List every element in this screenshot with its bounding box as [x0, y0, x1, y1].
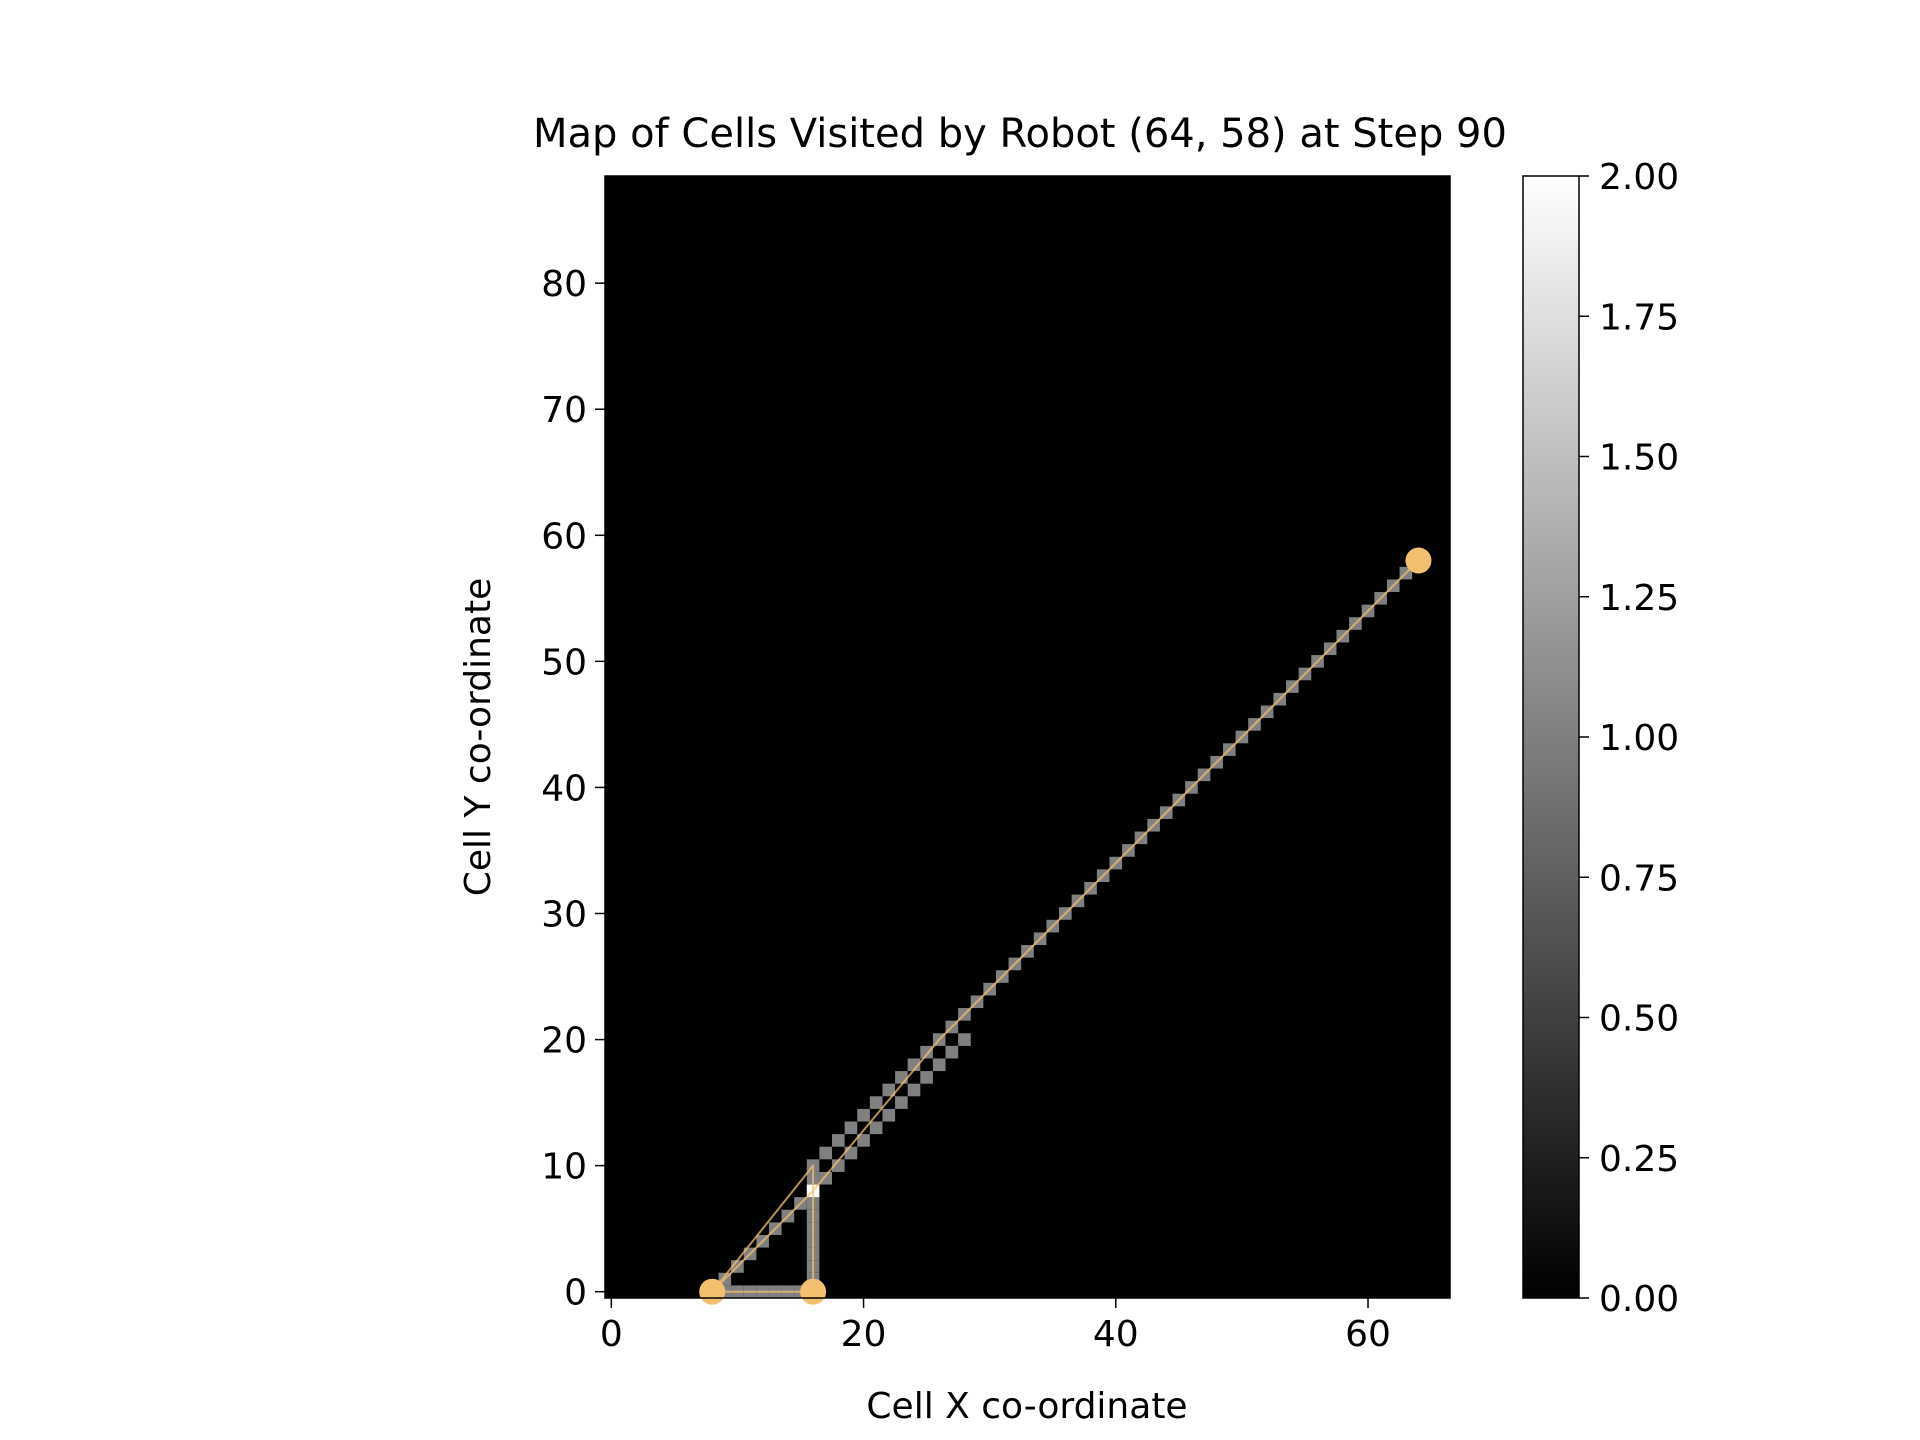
visited-cell [920, 1045, 933, 1059]
visited-cell [945, 1045, 959, 1059]
y-tick-label: 70 [541, 390, 587, 431]
visited-cell [832, 1134, 845, 1147]
y-tick-label: 40 [541, 768, 587, 809]
visited-cell [819, 1146, 833, 1160]
heatmap-background [605, 176, 1450, 1298]
heatmap-plot-area [604, 175, 1451, 1305]
robot-position-marker [800, 1278, 827, 1305]
colorbar-tick-label: 1.50 [1599, 438, 1679, 479]
visited-cell [895, 1096, 908, 1109]
visited-cell [907, 1058, 921, 1072]
robot-position-marker [1405, 547, 1432, 574]
y-tick-label: 80 [541, 264, 587, 305]
colorbar-tick-label: 0.75 [1599, 858, 1679, 899]
visited-cell [844, 1146, 858, 1160]
x-axis-label: Cell X co-ordinate [866, 1386, 1187, 1427]
colorbar-tick-label: 1.75 [1599, 297, 1679, 338]
plot-frame [604, 175, 1451, 1299]
colorbar: 0.00 0.25 0.50 0.75 1.00 1.25 1.50 1.75 2.00 [1522, 157, 1679, 1320]
visited-cell [932, 1058, 946, 1072]
colorbar-tick-label: 0.50 [1599, 999, 1679, 1040]
visited-cell [882, 1108, 896, 1122]
y-axis: 0 10 20 30 40 50 60 70 80 [541, 264, 605, 1314]
visited-cell [869, 1096, 883, 1109]
chart-title: Map of Cells Visited by Robot (64, 58) a… [533, 111, 1507, 157]
robot-position-marker [699, 1278, 726, 1305]
colorbar-ticks: 0.00 0.25 0.50 0.75 1.00 1.25 1.50 1.75 2.00 [1579, 157, 1679, 1320]
visited-cell [857, 1108, 870, 1122]
y-tick-label: 50 [541, 642, 587, 683]
colorbar-tick-label: 2.00 [1599, 157, 1679, 198]
x-tick-label: 0 [600, 1314, 623, 1355]
colorbar-tick-label: 0.00 [1599, 1279, 1679, 1320]
y-axis-label: Cell Y co-ordinate [458, 578, 499, 897]
y-tick-label: 30 [541, 894, 587, 935]
colorbar-tick-label: 1.00 [1599, 718, 1679, 759]
x-tick-label: 20 [841, 1314, 887, 1355]
visited-cell [882, 1083, 896, 1097]
colorbar-tick-label: 0.25 [1599, 1139, 1679, 1180]
visited-cell [895, 1071, 908, 1084]
colorbar-gradient [1522, 175, 1580, 1299]
visited-cell [832, 1159, 845, 1172]
x-axis: 0 20 40 60 [600, 1298, 1391, 1355]
visited-cell [920, 1071, 933, 1084]
y-tick-label: 20 [541, 1021, 587, 1062]
y-tick-label: 0 [564, 1273, 587, 1314]
visited-cell [844, 1121, 858, 1135]
visited-cell [857, 1134, 870, 1147]
visited-cell [869, 1121, 883, 1135]
colorbar-tick-label: 1.25 [1599, 578, 1679, 619]
visited-cell [819, 1171, 833, 1185]
x-tick-label: 40 [1093, 1314, 1139, 1355]
visited-cell [907, 1083, 921, 1097]
y-tick-label: 10 [541, 1147, 587, 1188]
visited-cell [958, 1033, 971, 1046]
x-tick-label: 60 [1345, 1314, 1391, 1355]
y-tick-label: 60 [541, 516, 587, 557]
